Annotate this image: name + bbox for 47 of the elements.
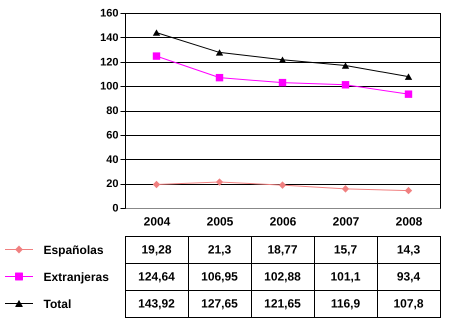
x-tick-label: 2006	[270, 214, 297, 228]
data-label: 15,7	[334, 242, 358, 256]
point	[278, 56, 286, 63]
y-tick-label: 40	[106, 154, 118, 166]
y-tick-label: 80	[106, 105, 118, 117]
data-label: 143,92	[138, 296, 176, 310]
point	[342, 81, 350, 88]
data-label: 106,95	[201, 270, 238, 284]
y-tick-label: 60	[106, 129, 118, 142]
data-label: 121,65	[264, 296, 302, 310]
point	[404, 90, 412, 98]
point	[216, 178, 224, 186]
point	[152, 180, 160, 188]
point	[404, 186, 412, 194]
point	[152, 29, 160, 36]
x-tick-label: 2004	[144, 214, 171, 228]
point	[278, 78, 286, 86]
legend-label: Españolas	[44, 243, 104, 257]
data-label: 93,4	[396, 270, 420, 284]
data-label: 14,3	[396, 242, 420, 256]
legend-label: Extranjeras	[44, 270, 110, 284]
point	[404, 73, 412, 80]
data-label: 18,77	[267, 242, 298, 256]
x-tick-label: 2005	[206, 214, 234, 228]
point	[278, 181, 286, 189]
point	[152, 52, 160, 60]
data-label: 107,8	[393, 296, 424, 310]
y-tick-label: 120	[100, 56, 118, 68]
data-label: 124,64	[138, 270, 176, 284]
legend-label: Total	[44, 297, 72, 311]
point	[216, 49, 224, 56]
y-tick-label: 160	[100, 8, 118, 20]
data-label: 116,9	[330, 296, 361, 310]
data-label: 101,1	[330, 270, 361, 284]
data-label: 21,3	[208, 242, 232, 256]
point	[342, 62, 350, 69]
y-tick-label: 100	[100, 80, 118, 93]
x-tick-label: 2007	[332, 214, 360, 228]
y-tick-label: 140	[100, 32, 118, 44]
data-label: 19,28	[141, 242, 172, 256]
x-tick-label: 2008	[396, 214, 423, 228]
y-tick-label: 0	[112, 202, 118, 214]
data-label: 102,88	[264, 270, 302, 284]
y-tick-label: 20	[106, 178, 118, 190]
data-label: 127,65	[201, 296, 238, 310]
point	[342, 185, 350, 193]
point	[216, 74, 224, 82]
